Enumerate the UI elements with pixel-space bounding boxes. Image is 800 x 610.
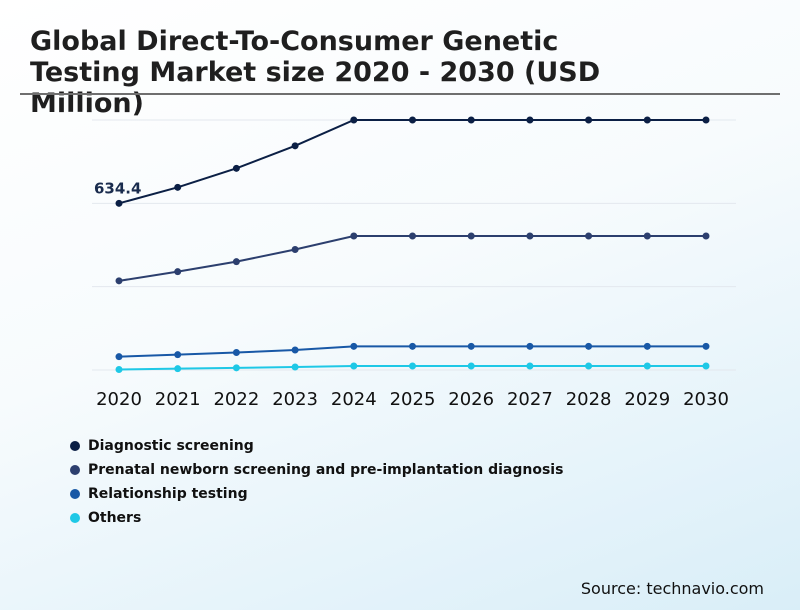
data-point [702, 232, 710, 240]
data-point [467, 342, 475, 350]
x-axis-tick-labels: 2020 2021 2022 2023 2024 2025 2026 2027 2028 2029… [96, 389, 729, 410]
data-point [643, 116, 651, 124]
legend: Diagnostic screening Prenatal newborn scr… [70, 434, 563, 530]
x-tick-label: 2023 [272, 389, 318, 410]
data-point [585, 362, 593, 370]
data-point [174, 365, 182, 373]
x-tick-label: 2029 [624, 389, 670, 410]
data-point [467, 232, 475, 240]
series-lines [118, 119, 706, 371]
data-point [174, 183, 182, 191]
data-point [643, 232, 651, 240]
x-tick-label: 2026 [448, 389, 494, 410]
data-label: 634.4 [94, 179, 141, 197]
legend-item: Diagnostic screening [70, 434, 563, 458]
series-line-2 [118, 235, 706, 282]
data-point [291, 142, 299, 150]
data-point [291, 346, 299, 354]
data-point [409, 342, 416, 350]
data-point [115, 366, 123, 373]
data-point [702, 362, 710, 370]
data-point [643, 362, 651, 370]
legend-item: Prenatal newborn screening and pre-impla… [70, 458, 563, 482]
data-point [115, 353, 123, 361]
line-chart: 634.4 2020 2021 2022 2023 2024 2025 2026 2027 20… [92, 116, 736, 410]
x-tick-label: 2020 [96, 389, 142, 410]
source-credit: Source: technavio.com [580, 579, 764, 598]
data-point [526, 362, 534, 370]
x-tick-label: 2025 [390, 389, 436, 410]
series-points [115, 116, 710, 373]
gridlines [92, 119, 736, 371]
data-point [291, 363, 299, 371]
legend-marker [70, 465, 80, 475]
chart-title: Global Direct-To-Consumer Genetic Testin… [30, 26, 601, 119]
legend-label: Relationship testing [88, 486, 248, 502]
data-point [350, 342, 358, 350]
legend-label: Others [88, 510, 142, 526]
data-point [115, 277, 123, 285]
x-tick-label: 2022 [213, 389, 259, 410]
title-divider [20, 93, 780, 95]
x-tick-label: 2030 [683, 389, 729, 410]
data-point [174, 268, 182, 276]
data-point [585, 342, 593, 350]
data-point [232, 364, 240, 372]
x-tick-label: 2028 [566, 389, 612, 410]
data-point [409, 362, 416, 370]
data-point [409, 116, 416, 124]
legend-item: Relationship testing [70, 482, 563, 506]
data-labels: 634.4 [94, 179, 141, 197]
data-point [232, 349, 240, 356]
legend-label: Diagnostic screening [88, 438, 254, 454]
data-point [585, 232, 593, 240]
legend-marker [70, 441, 80, 451]
legend-label: Prenatal newborn screening and pre-impla… [88, 462, 564, 478]
data-point [643, 342, 651, 350]
data-point [115, 199, 123, 207]
data-point [526, 232, 534, 240]
data-point [585, 116, 593, 124]
data-point [350, 362, 358, 370]
data-point [467, 362, 475, 370]
legend-item: Others [70, 506, 563, 530]
x-tick-label: 2021 [155, 389, 201, 410]
data-point [232, 164, 240, 172]
x-tick-label: 2027 [507, 389, 553, 410]
data-point [702, 342, 710, 350]
data-point [350, 232, 358, 240]
data-point [526, 116, 534, 124]
legend-marker [70, 489, 80, 499]
data-point [350, 116, 358, 124]
data-point [702, 116, 710, 124]
data-point [174, 351, 182, 359]
x-tick-label: 2024 [331, 389, 377, 410]
series-line-1 [118, 119, 706, 205]
data-point [467, 116, 475, 124]
legend-marker [70, 513, 80, 523]
data-point [409, 232, 416, 240]
data-point [526, 342, 534, 350]
data-point [291, 246, 299, 253]
data-point [232, 258, 240, 266]
